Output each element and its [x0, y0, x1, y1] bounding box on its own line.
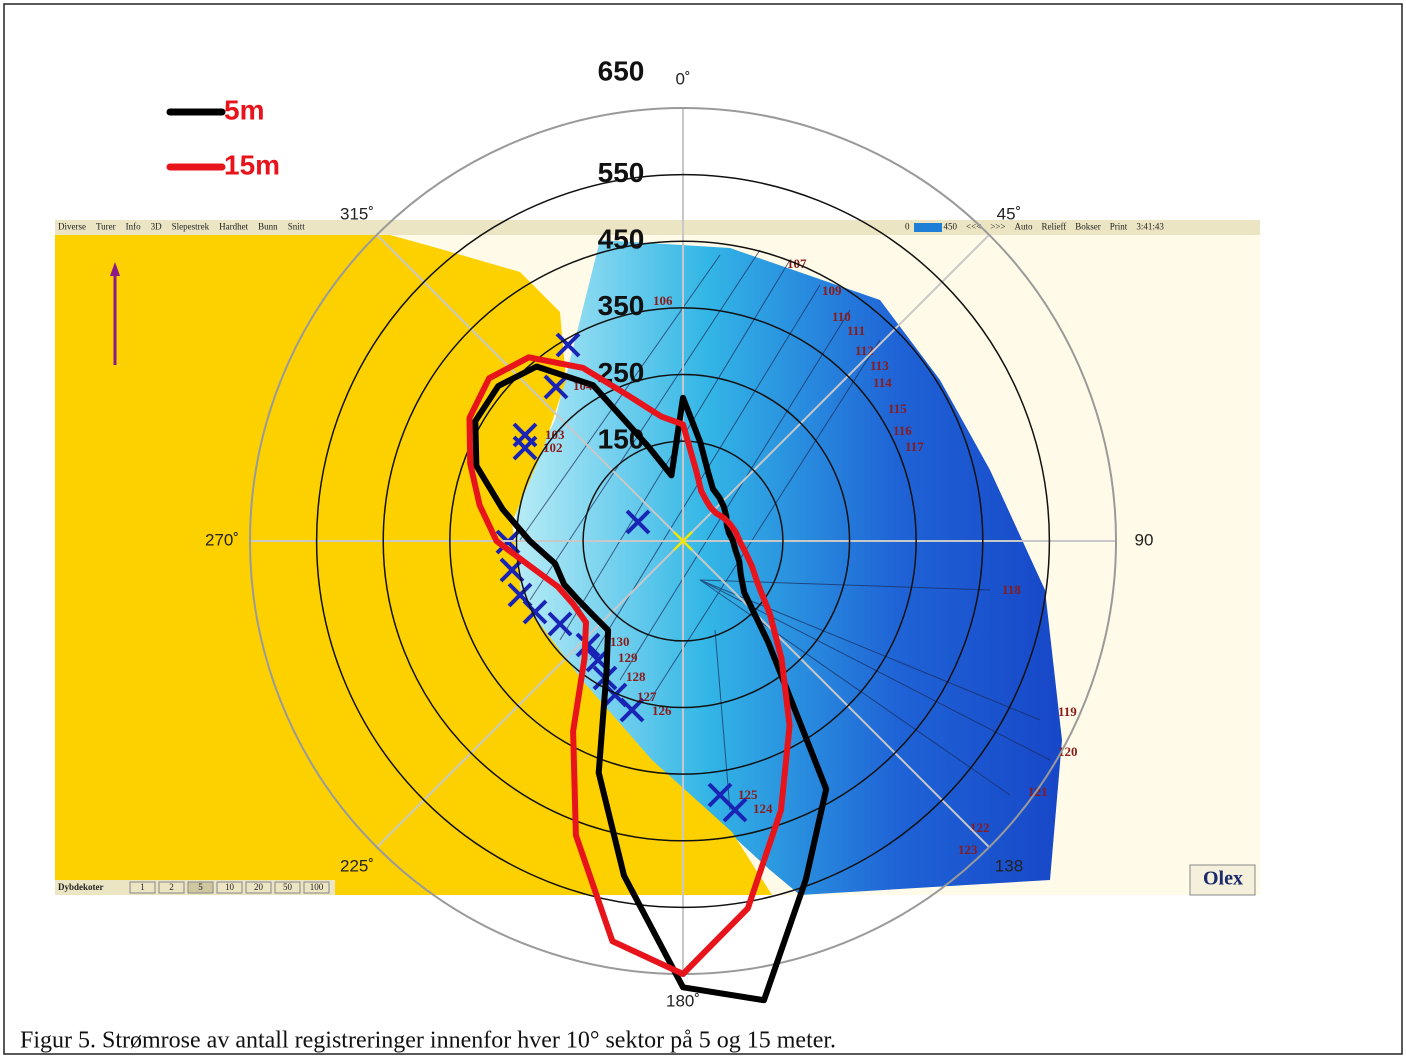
- toolbar-item[interactable]: 3:41:43: [1136, 222, 1164, 232]
- depth-scale: [914, 223, 942, 232]
- angle-tick-label: 45˚: [997, 205, 1022, 224]
- toolbar-item[interactable]: Bokser: [1075, 222, 1101, 232]
- legend-label: 5m: [224, 94, 264, 125]
- toolbar-item[interactable]: Print: [1110, 222, 1128, 232]
- angle-tick-label: 270˚: [205, 530, 239, 549]
- depth-button[interactable]: 20: [254, 882, 264, 892]
- toolbar-item[interactable]: 0: [905, 222, 910, 232]
- depth-button[interactable]: 50: [283, 882, 293, 892]
- station-label: 114: [873, 375, 892, 390]
- toolbar-item[interactable]: Info: [126, 222, 141, 232]
- toolbar-item[interactable]: Hardhet: [219, 222, 248, 232]
- station-label: 121: [1028, 784, 1048, 799]
- toolbar-item[interactable]: 3D: [151, 222, 163, 232]
- station-label: 130: [610, 634, 630, 649]
- station-label: 116: [893, 423, 912, 438]
- chart: Figur 5. Strømrose av antall registrerin…: [0, 0, 1406, 1056]
- toolbar-item[interactable]: Bunn: [258, 222, 278, 232]
- radial-tick-label: 150: [598, 423, 645, 454]
- toolbar-item[interactable]: 450: [944, 222, 958, 232]
- legend-label: 15m: [224, 149, 280, 180]
- angle-tick-label: 180˚: [666, 991, 700, 1010]
- station-label: 129: [618, 650, 638, 665]
- depth-button[interactable]: 1: [140, 882, 145, 892]
- station-label: 125: [738, 787, 758, 802]
- radial-tick-label: 650: [598, 55, 645, 86]
- station-label: 113: [870, 358, 889, 373]
- station-label: 111: [847, 323, 865, 338]
- radial-tick-label: 550: [598, 157, 645, 188]
- station-label: 106: [653, 293, 673, 308]
- station-label: 124: [753, 801, 773, 816]
- angle-tick-label: 138: [995, 856, 1023, 875]
- depth-button[interactable]: 10: [225, 882, 235, 892]
- station-label: 112: [855, 343, 874, 358]
- station-label: 117: [905, 439, 924, 454]
- station-label: 115: [888, 401, 907, 416]
- depth-button[interactable]: 2: [169, 882, 174, 892]
- station-label: 128: [626, 669, 646, 684]
- angle-tick-label: 0˚: [675, 69, 690, 88]
- angle-tick-label: 225˚: [340, 856, 374, 875]
- depth-label: Dybdekoter: [58, 882, 104, 892]
- station-label: 118: [1002, 582, 1021, 597]
- angle-tick-label: 315˚: [340, 205, 374, 224]
- station-label: 119: [1058, 704, 1077, 719]
- radial-tick-label: 450: [598, 224, 645, 255]
- caption: Figur 5. Strømrose av antall registrerin…: [20, 1028, 836, 1054]
- station-label: 110: [832, 309, 851, 324]
- station-label: 122: [970, 820, 990, 835]
- toolbar-item[interactable]: Slepestrek: [172, 222, 210, 232]
- toolbar-item[interactable]: Diverse: [58, 222, 86, 232]
- angle-tick-label: 90: [1135, 530, 1154, 549]
- map: [55, 220, 1260, 895]
- station-label: 123: [958, 842, 978, 857]
- depth-button[interactable]: 100: [310, 882, 324, 892]
- depth-button[interactable]: 5: [198, 882, 203, 892]
- toolbar-item[interactable]: Turer: [96, 222, 116, 232]
- toolbar-item[interactable]: <<<: [966, 222, 981, 232]
- toolbar-item[interactable]: Snitt: [288, 222, 306, 232]
- toolbar-item[interactable]: Relieff: [1041, 222, 1066, 232]
- radial-tick-label: 350: [598, 290, 645, 321]
- brand: Olex: [1203, 868, 1243, 890]
